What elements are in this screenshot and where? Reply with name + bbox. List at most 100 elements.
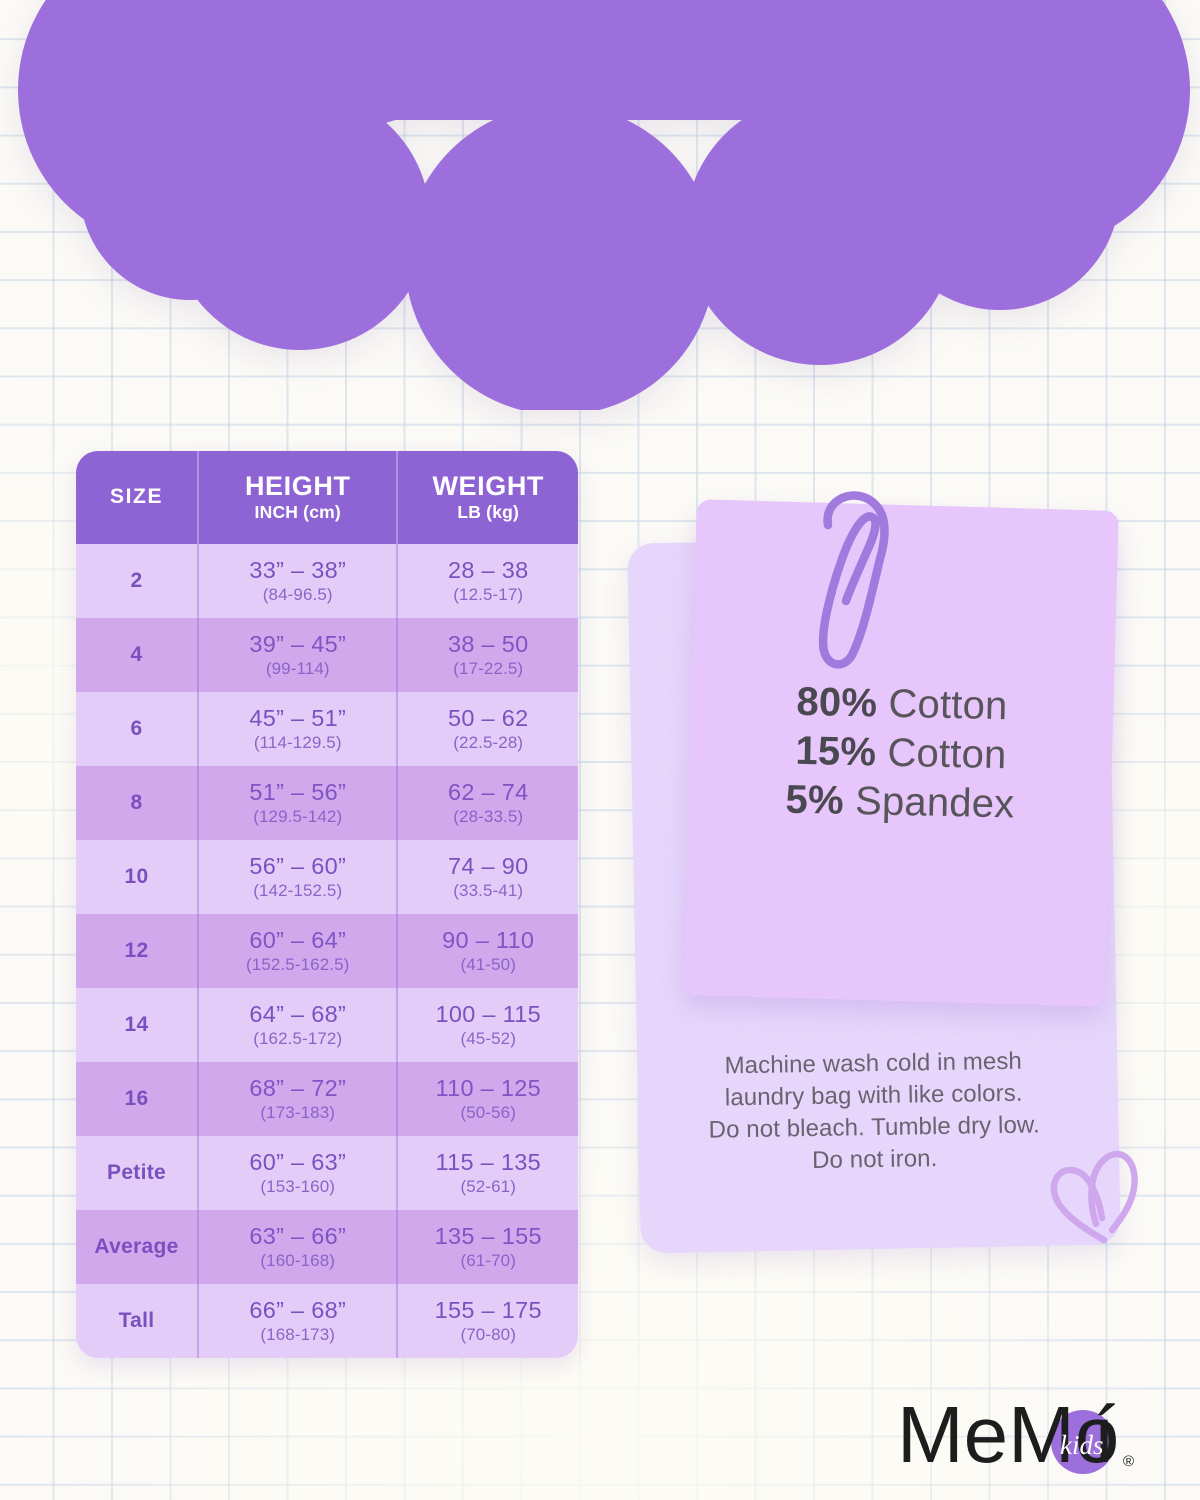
composition-material: Cotton: [887, 730, 1007, 777]
cell-height-cm: (152.5-162.5): [246, 954, 350, 974]
cell-weight-lb: 135 – 155: [434, 1223, 542, 1250]
table-row: Petite 60” – 63” (153-160) 115 – 135 (52…: [76, 1136, 578, 1210]
cell-weight-lb: 110 – 125: [435, 1075, 541, 1102]
cell-height-cm: (129.5-142): [253, 806, 343, 826]
cell-size: Average: [94, 1235, 179, 1258]
cell-height-cm: (162.5-172): [253, 1028, 343, 1048]
cell-height-cm: (173-183): [260, 1102, 336, 1122]
cell-weight-kg: (12.5-17): [453, 584, 524, 604]
column-header-weight-unit: LB (kg): [457, 502, 520, 523]
column-header-height-label: HEIGHT: [244, 470, 351, 501]
column-header-height-unit: INCH (cm): [254, 502, 341, 523]
cell-height: 51” – 56” (129.5-142): [197, 766, 396, 840]
size-chart-table: SIZE HEIGHT INCH (cm) WEIGHT LB (kg) 2 3…: [76, 451, 578, 1358]
composition-line: 80% Cotton: [796, 679, 1008, 728]
cell-height-inch: 39” – 45”: [249, 631, 347, 658]
cell-weight: 155 – 175 (70-80): [396, 1284, 578, 1358]
cell-height-inch: 45” – 51”: [249, 705, 347, 732]
cell-weight-lb: 38 – 50: [447, 631, 529, 658]
table-row: 12 60” – 64” (152.5-162.5) 90 – 110 (41-…: [76, 914, 578, 988]
cell-height-cm: (160-168): [260, 1250, 336, 1270]
table-row: 4 39” – 45” (99-114) 38 – 50 (17-22.5): [76, 618, 578, 692]
cell-height-inch: 33” – 38”: [249, 557, 347, 584]
cell-height: 56” – 60” (142-152.5): [197, 840, 396, 914]
cell-weight-lb: 90 – 110: [442, 927, 535, 954]
cell-height: 68” – 72” (173-183): [197, 1062, 396, 1136]
cell-weight-kg: (28-33.5): [453, 806, 524, 826]
table-row: 8 51” – 56” (129.5-142) 62 – 74 (28-33.5…: [76, 766, 578, 840]
cell-size: 16: [124, 1087, 149, 1110]
column-header-weight-label: WEIGHT: [432, 470, 545, 501]
cell-size: 4: [130, 643, 143, 666]
composition-line: 15% Cotton: [795, 728, 1007, 777]
composition-line: 5% Spandex: [785, 777, 1015, 827]
column-header-weight: WEIGHT LB (kg): [396, 451, 578, 544]
cell-weight-kg: (22.5-28): [453, 732, 524, 752]
cell-height: 45” – 51” (114-129.5): [197, 692, 396, 766]
cell-size: 8: [130, 791, 143, 814]
table-row: Tall 66” – 68” (168-173) 155 – 175 (70-8…: [76, 1284, 578, 1358]
logo-wordmark-tail: í: [1093, 1392, 1115, 1479]
cell-height-inch: 60” – 63”: [249, 1149, 347, 1176]
cell-weight-kg: (41-50): [460, 954, 516, 974]
cell-weight-kg: (52-61): [460, 1176, 516, 1196]
care-instructions-text: Machine wash cold in mesh laundry bag wi…: [708, 1047, 1041, 1174]
cell-weight-lb: 155 – 175: [434, 1297, 542, 1324]
logo-wordmark: MeMo: [897, 1392, 1119, 1479]
cell-size: 2: [130, 569, 143, 592]
cell-weight-kg: (50-56): [460, 1102, 516, 1122]
table-row: 14 64” – 68” (162.5-172) 100 – 115 (45-5…: [76, 988, 578, 1062]
table-row: 16 68” – 72” (173-183) 110 – 125 (50-56): [76, 1062, 578, 1136]
cloud-header-shape: Find your suitable size: [0, 0, 1200, 410]
cell-height: 39” – 45” (99-114): [197, 618, 396, 692]
cell-weight: 135 – 155 (61-70): [396, 1210, 578, 1284]
kids-badge-circle: [1051, 1410, 1115, 1474]
cell-size: 14: [124, 1013, 149, 1036]
cell-height: 66” – 68” (168-173): [197, 1284, 396, 1358]
cell-weight: 90 – 110 (41-50): [396, 914, 578, 988]
cell-height: 33” – 38” (84-96.5): [197, 544, 396, 618]
cell-weight-lb: 28 – 38: [447, 557, 529, 584]
cell-weight: 100 – 115 (45-52): [396, 988, 578, 1062]
kids-badge-label: kids: [1060, 1430, 1104, 1460]
memoi-kids-logo: MeMo í kids ®: [897, 1390, 1135, 1484]
cell-height: 60” – 64” (152.5-162.5): [197, 914, 396, 988]
cell-weight-lb: 100 – 115: [435, 1001, 541, 1028]
cell-weight: 38 – 50 (17-22.5): [396, 618, 578, 692]
cell-weight-lb: 115 – 135: [435, 1149, 541, 1176]
page-title: Find your suitable size: [0, 0, 1200, 7]
cell-height: 60” – 63” (153-160): [197, 1136, 396, 1210]
composition-material: Spandex: [854, 778, 1015, 826]
composition-material: Cotton: [888, 681, 1009, 728]
cell-weight-kg: (70-80): [460, 1324, 516, 1344]
cell-height-cm: (153-160): [260, 1176, 336, 1196]
cell-size: Petite: [107, 1161, 167, 1184]
cell-weight: 62 – 74 (28-33.5): [396, 766, 578, 840]
cell-weight-lb: 50 – 62: [447, 705, 529, 732]
trademark-symbol: ®: [1123, 1453, 1134, 1470]
cell-height-cm: (114-129.5): [253, 732, 342, 752]
cell-weight-kg: (61-70): [460, 1250, 516, 1270]
cell-weight: 50 – 62 (22.5-28): [396, 692, 578, 766]
cell-height: 63” – 66” (160-168): [197, 1210, 396, 1284]
column-header-size-label: SIZE: [109, 485, 164, 509]
cell-size: 6: [130, 717, 143, 740]
cell-weight: 115 – 135 (52-61): [396, 1136, 578, 1210]
cell-height: 64” – 68” (162.5-172): [197, 988, 396, 1062]
column-header-size: SIZE: [76, 451, 197, 544]
cell-weight-kg: (33.5-41): [453, 880, 524, 900]
composition-percent: 80%: [796, 679, 878, 725]
cell-weight-lb: 62 – 74: [447, 779, 529, 806]
cell-weight-lb: 74 – 90: [447, 853, 529, 880]
cell-height-cm: (142-152.5): [253, 880, 343, 900]
cell-height-inch: 66” – 68”: [249, 1297, 347, 1324]
cell-height-inch: 56” – 60”: [249, 853, 347, 880]
table-row: Average 63” – 66” (160-168) 135 – 155 (6…: [76, 1210, 578, 1284]
cell-height-inch: 64” – 68”: [249, 1001, 347, 1028]
cell-height-cm: (168-173): [260, 1324, 336, 1344]
paperclip-icon: [806, 487, 916, 677]
table-row: 6 45” – 51” (114-129.5) 50 – 62 (22.5-28…: [76, 692, 578, 766]
composition-percent: 15%: [795, 728, 877, 774]
table-row: 2 33” – 38” (84-96.5) 28 – 38 (12.5-17): [76, 544, 578, 618]
table-row: 10 56” – 60” (142-152.5) 74 – 90 (33.5-4…: [76, 840, 578, 914]
